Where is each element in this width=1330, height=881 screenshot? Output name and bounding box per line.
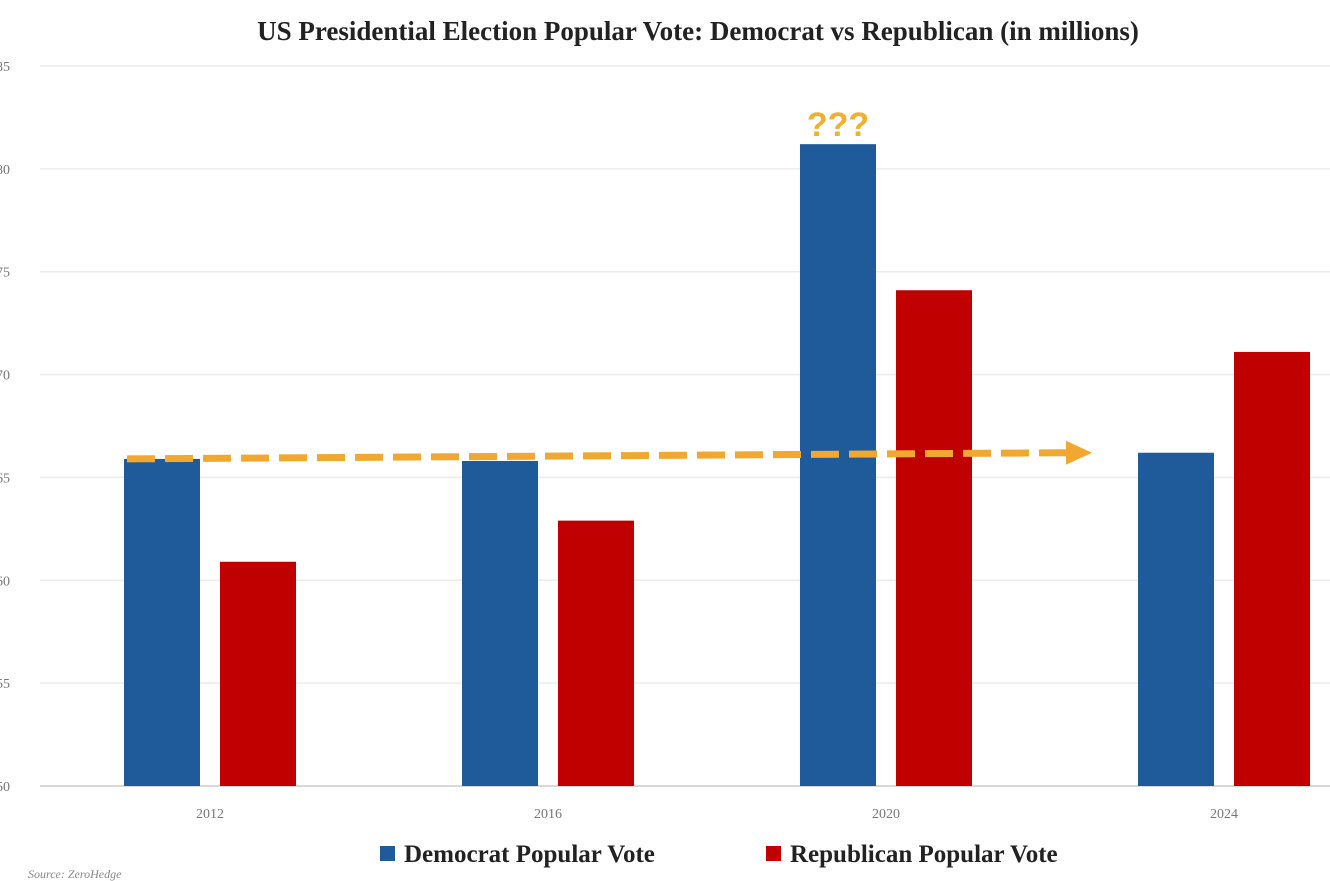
question-marks-annotation: ??? bbox=[807, 106, 869, 144]
y-tick-label: 50 bbox=[0, 780, 10, 795]
bar-republican-2012 bbox=[220, 561, 296, 786]
y-tick-label: 75 bbox=[0, 266, 10, 281]
x-tick-label: 2012 bbox=[196, 807, 224, 822]
x-tick-label: 2024 bbox=[1210, 807, 1238, 822]
bar-democrat-2012 bbox=[124, 458, 200, 786]
legend-label: Republican Popular Vote bbox=[790, 841, 1058, 868]
bar-republican-2024 bbox=[1234, 351, 1310, 786]
bar-democrat-2024 bbox=[1138, 452, 1214, 786]
dashed-trend-arrow bbox=[126, 449, 1069, 463]
arrow-head bbox=[1066, 440, 1092, 465]
y-tick-label: 60 bbox=[0, 574, 10, 589]
y-tick-label: 80 bbox=[0, 163, 10, 178]
legend-label: Democrat Popular Vote bbox=[404, 841, 655, 868]
bar-democrat-2016 bbox=[462, 460, 538, 786]
legend-swatch bbox=[380, 846, 395, 861]
bar-republican-2020 bbox=[896, 290, 972, 786]
y-tick-label: 55 bbox=[0, 677, 10, 692]
y-tick-label: 85 bbox=[0, 60, 10, 75]
y-tick-label: 65 bbox=[0, 471, 10, 486]
bar-republican-2016 bbox=[558, 520, 634, 786]
y-tick-label: 70 bbox=[0, 369, 10, 384]
x-tick-label: 2020 bbox=[872, 807, 900, 822]
source-note: Source: ZeroHedge bbox=[28, 867, 122, 881]
bar-democrat-2020 bbox=[800, 144, 876, 786]
x-tick-label: 2016 bbox=[534, 807, 562, 822]
chart-title: US Presidential Election Popular Vote: D… bbox=[257, 16, 1139, 46]
legend-swatch bbox=[766, 846, 781, 861]
